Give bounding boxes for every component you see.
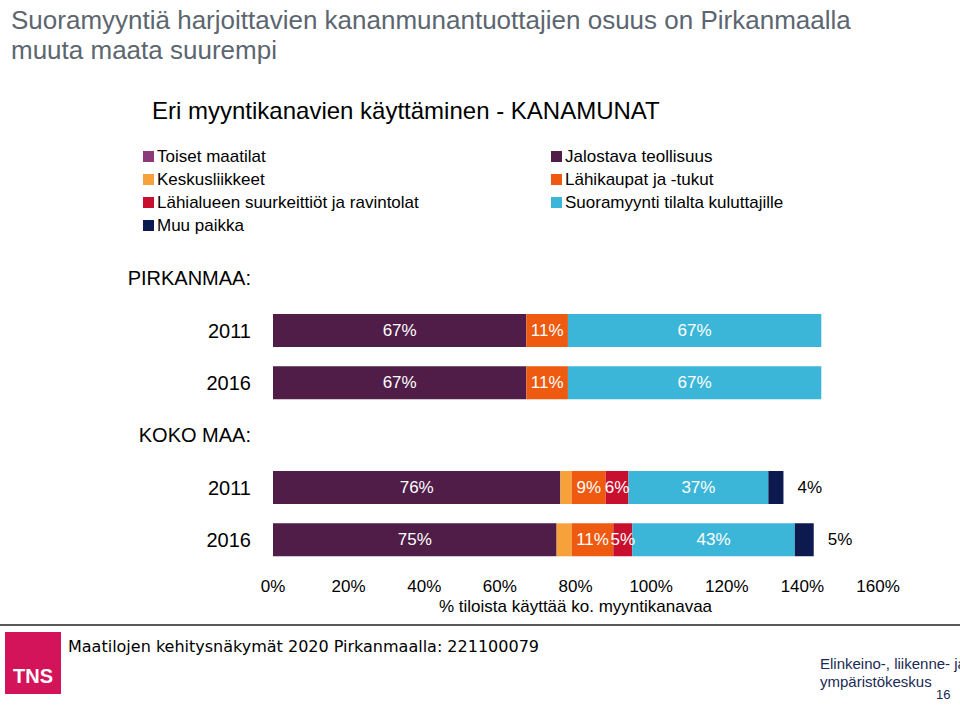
svg-text:140%: 140% — [781, 577, 824, 596]
svg-text:Lähialueen suurkeittiöt ja rav: Lähialueen suurkeittiöt ja ravintolat — [157, 193, 419, 212]
svg-text:6%: 6% — [605, 478, 630, 497]
svg-text:37%: 37% — [681, 478, 715, 497]
svg-text:muuta maata suurempi: muuta maata suurempi — [11, 35, 277, 65]
svg-text:Suoramyyntiä harjoittavien kan: Suoramyyntiä harjoittavien kananmunantuo… — [11, 5, 858, 35]
svg-text:Muu paikka: Muu paikka — [157, 216, 244, 235]
svg-text:67%: 67% — [383, 373, 417, 392]
svg-text:11%: 11% — [576, 530, 609, 549]
svg-text:43%: 43% — [697, 530, 731, 549]
svg-text:Lähikaupat ja -tukut: Lähikaupat ja -tukut — [565, 170, 714, 189]
svg-text:5%: 5% — [828, 530, 853, 549]
svg-text:0%: 0% — [261, 577, 286, 596]
svg-text:11%: 11% — [531, 373, 564, 392]
svg-text:67%: 67% — [383, 321, 417, 340]
svg-text:120%: 120% — [705, 577, 748, 596]
svg-text:2011: 2011 — [208, 320, 251, 342]
svg-text:KOKO MAA:: KOKO MAA: — [139, 424, 251, 446]
svg-text:4%: 4% — [797, 478, 822, 497]
svg-text:Keskusliikkeet: Keskusliikkeet — [157, 170, 265, 189]
svg-text:2016: 2016 — [207, 529, 252, 551]
svg-text:67%: 67% — [678, 321, 712, 340]
svg-text:160%: 160% — [856, 577, 899, 596]
svg-text:Eri myyntikanavien käyttäminen: Eri myyntikanavien käyttäminen - KANAMUN… — [152, 97, 660, 124]
svg-text:40%: 40% — [407, 577, 441, 596]
svg-text:20%: 20% — [332, 577, 366, 596]
svg-text:Suoramyynti tilalta kuluttajil: Suoramyynti tilalta kuluttajille — [565, 193, 783, 212]
html-text:Maatilojen kehitysnäkymät 2020: Maatilojen kehitysnäkymät 2020 Pirkanmaa… — [68, 637, 539, 656]
svg-text:76%: 76% — [400, 478, 434, 497]
svg-text:% tiloista käyttää ko. myyntik: % tiloista käyttää ko. myyntikanavaa — [439, 597, 713, 616]
svg-text:9%: 9% — [576, 478, 601, 497]
html-text:16: 16 — [936, 687, 951, 702]
svg-text:PIRKANMAA:: PIRKANMAA: — [128, 267, 251, 289]
svg-text:5%: 5% — [610, 530, 635, 549]
html-text:TNS: TNS — [13, 665, 53, 687]
svg-text:75%: 75% — [398, 530, 432, 549]
svg-text:Toiset maatilat: Toiset maatilat — [157, 147, 266, 166]
svg-text:100%: 100% — [629, 577, 672, 596]
html-text:ympäristökeskus: ympäristökeskus — [820, 673, 932, 690]
svg-text:67%: 67% — [678, 373, 712, 392]
svg-text:2011: 2011 — [208, 477, 251, 499]
svg-text:80%: 80% — [558, 577, 592, 596]
svg-text:11%: 11% — [531, 321, 564, 340]
svg-text:60%: 60% — [483, 577, 517, 596]
svg-text:2016: 2016 — [207, 372, 252, 394]
svg-text:Jalostava teollisuus: Jalostava teollisuus — [565, 147, 712, 166]
